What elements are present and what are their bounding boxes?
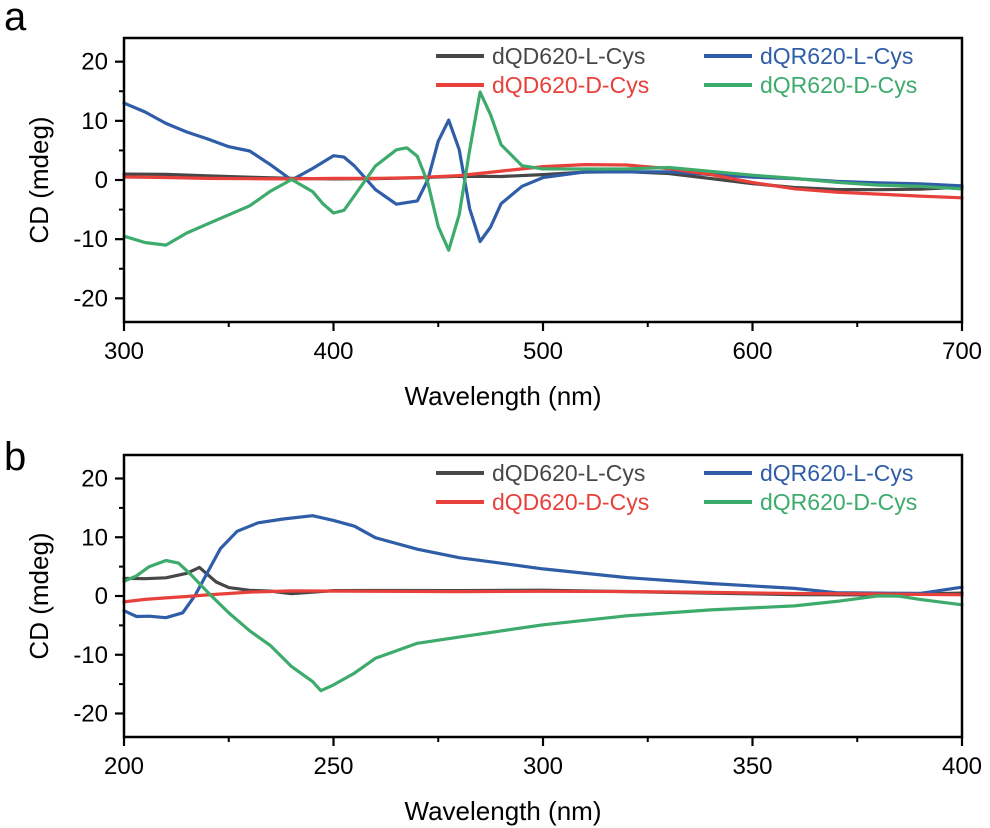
legend-entry: dQD620-D-Cys	[492, 72, 649, 98]
legend-entry: dQD620-D-Cys	[492, 489, 649, 515]
chart-panel-b: b -20 -10 0 10 20 200 250 300 350 400 Wavelength (n…	[4, 435, 982, 826]
x-tick-label: 600	[732, 338, 772, 365]
x-tick-label: 300	[104, 338, 144, 365]
x-tick-label: 400	[313, 338, 353, 365]
y-tick-label: 20	[81, 466, 108, 493]
legend-entry: dQD620-L-Cys	[492, 43, 645, 69]
panel-label: a	[4, 0, 27, 39]
x-tick-label: 700	[942, 338, 982, 365]
series-line-dqr620-l-cys	[122, 514, 964, 620]
legend-entry: dQR620-L-Cys	[760, 43, 913, 69]
series-line-dqr620-l-cys	[122, 101, 964, 244]
legend-entry: dQR620-D-Cys	[760, 489, 917, 515]
x-tick-label: 400	[942, 753, 982, 780]
y-tick-label: -20	[73, 701, 108, 728]
series-line-dqd620-d-cys	[122, 163, 964, 200]
series-line-dqr620-d-cys	[122, 90, 964, 252]
series-line-dqr620-d-cys	[122, 558, 964, 693]
x-axis-title: Wavelength (nm)	[405, 381, 602, 411]
x-tick-label: 200	[104, 753, 144, 780]
legend-entry: dQD620-L-Cys	[492, 460, 645, 486]
x-axis-title: Wavelength (nm)	[405, 796, 602, 826]
y-tick-label: 0	[95, 583, 108, 610]
x-tick-label: 250	[313, 753, 353, 780]
y-tick-label: -20	[73, 285, 108, 312]
x-tick-label: 500	[523, 338, 563, 365]
legend-entry: dQR620-L-Cys	[760, 460, 913, 486]
y-tick-label: 20	[81, 49, 108, 76]
y-axis-title: CD (mdeg)	[24, 116, 54, 243]
series-line-dqd620-d-cys	[122, 589, 964, 604]
y-tick-label: 0	[95, 167, 108, 194]
legend-entry: dQR620-D-Cys	[760, 72, 917, 98]
x-tick-label: 350	[732, 753, 772, 780]
x-tick-label: 300	[523, 753, 563, 780]
y-tick-label: 10	[81, 524, 108, 551]
y-tick-label: -10	[73, 642, 108, 669]
y-tick-label: -10	[73, 226, 108, 253]
y-axis-title: CD (mdeg)	[24, 532, 54, 659]
y-tick-label: 10	[81, 108, 108, 135]
chart-panel-a: a -20 -10 0 10 20 300 400 500 600 700 Wavelength (n…	[4, 0, 982, 411]
panel-label: b	[4, 435, 26, 479]
